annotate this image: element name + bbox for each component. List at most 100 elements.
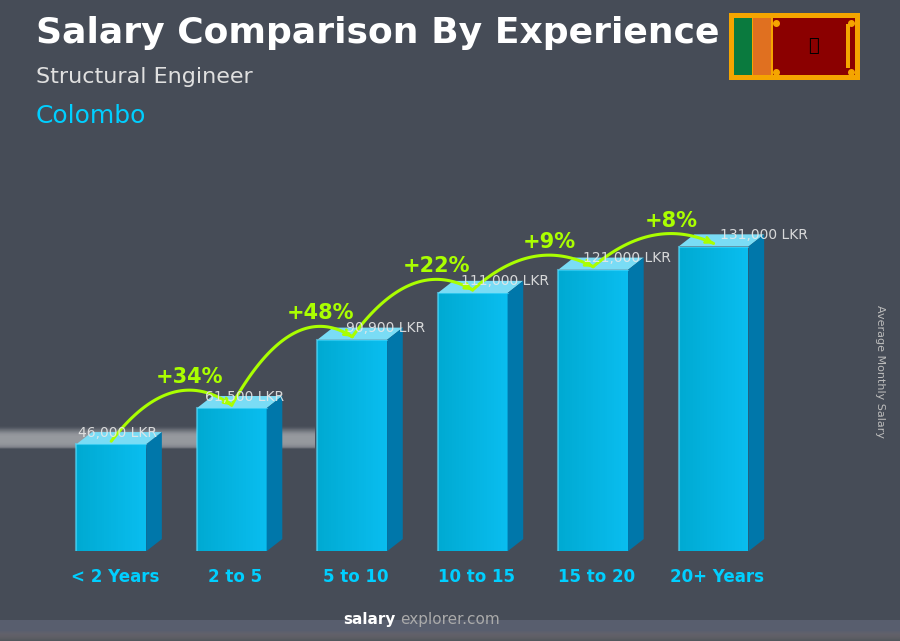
Polygon shape bbox=[334, 340, 336, 551]
Bar bbox=[0, 628, 900, 638]
Polygon shape bbox=[336, 340, 338, 551]
Polygon shape bbox=[686, 247, 688, 551]
Polygon shape bbox=[197, 408, 199, 551]
Bar bbox=[0, 622, 900, 633]
Text: explorer.com: explorer.com bbox=[400, 612, 500, 627]
Polygon shape bbox=[352, 340, 355, 551]
Polygon shape bbox=[493, 293, 496, 551]
Polygon shape bbox=[121, 444, 123, 551]
Bar bbox=[0, 431, 315, 444]
Polygon shape bbox=[730, 247, 733, 551]
Polygon shape bbox=[581, 270, 584, 551]
Polygon shape bbox=[584, 270, 586, 551]
Polygon shape bbox=[220, 408, 222, 551]
Bar bbox=[0, 428, 315, 441]
Bar bbox=[0, 626, 900, 636]
Polygon shape bbox=[97, 444, 100, 551]
Bar bbox=[0, 435, 315, 448]
Bar bbox=[0, 625, 900, 635]
Polygon shape bbox=[227, 408, 230, 551]
Polygon shape bbox=[616, 270, 618, 551]
Polygon shape bbox=[743, 247, 746, 551]
Bar bbox=[0, 629, 900, 640]
Polygon shape bbox=[375, 340, 378, 551]
Polygon shape bbox=[698, 247, 699, 551]
Polygon shape bbox=[449, 293, 452, 551]
Polygon shape bbox=[328, 340, 331, 551]
Bar bbox=[0, 624, 900, 635]
Polygon shape bbox=[683, 247, 686, 551]
Bar bbox=[0, 624, 900, 635]
Bar bbox=[0, 621, 900, 631]
Polygon shape bbox=[225, 408, 227, 551]
Text: +22%: +22% bbox=[402, 256, 470, 276]
Polygon shape bbox=[203, 408, 206, 551]
Polygon shape bbox=[704, 247, 707, 551]
Polygon shape bbox=[116, 444, 118, 551]
Text: +48%: +48% bbox=[287, 303, 355, 323]
Bar bbox=[0, 435, 315, 447]
Polygon shape bbox=[320, 340, 322, 551]
Bar bbox=[0, 630, 900, 641]
Bar bbox=[0, 620, 900, 631]
Polygon shape bbox=[202, 408, 203, 551]
Polygon shape bbox=[568, 270, 570, 551]
Bar bbox=[0, 431, 315, 444]
Polygon shape bbox=[238, 408, 241, 551]
Polygon shape bbox=[443, 293, 445, 551]
Bar bbox=[0, 623, 900, 634]
Bar bbox=[0, 626, 900, 637]
Polygon shape bbox=[609, 270, 612, 551]
Polygon shape bbox=[231, 408, 234, 551]
Bar bbox=[0, 625, 900, 636]
Polygon shape bbox=[387, 328, 403, 551]
Bar bbox=[0, 620, 900, 631]
Polygon shape bbox=[734, 247, 737, 551]
Polygon shape bbox=[716, 247, 718, 551]
Polygon shape bbox=[255, 408, 257, 551]
Bar bbox=[0, 429, 315, 442]
Bar bbox=[0, 628, 900, 638]
Bar bbox=[0, 626, 900, 636]
Polygon shape bbox=[693, 247, 695, 551]
Polygon shape bbox=[257, 408, 260, 551]
Bar bbox=[0, 625, 900, 636]
Polygon shape bbox=[86, 444, 88, 551]
Bar bbox=[0, 433, 315, 446]
Polygon shape bbox=[586, 270, 589, 551]
Bar bbox=[0, 627, 900, 637]
Polygon shape bbox=[123, 444, 125, 551]
Polygon shape bbox=[577, 270, 579, 551]
Polygon shape bbox=[102, 444, 104, 551]
Polygon shape bbox=[81, 444, 84, 551]
Polygon shape bbox=[385, 340, 387, 551]
Polygon shape bbox=[366, 340, 368, 551]
Polygon shape bbox=[88, 444, 90, 551]
Polygon shape bbox=[461, 293, 464, 551]
Bar bbox=[0, 620, 900, 631]
Polygon shape bbox=[452, 293, 454, 551]
Bar bbox=[0, 622, 900, 633]
Polygon shape bbox=[454, 293, 456, 551]
Polygon shape bbox=[482, 293, 484, 551]
Polygon shape bbox=[477, 293, 480, 551]
Polygon shape bbox=[570, 270, 572, 551]
Bar bbox=[0, 431, 315, 444]
Text: Average Monthly Salary: Average Monthly Salary bbox=[875, 305, 885, 438]
Polygon shape bbox=[447, 293, 449, 551]
Bar bbox=[0, 629, 900, 640]
Polygon shape bbox=[355, 340, 356, 551]
Polygon shape bbox=[100, 444, 102, 551]
Polygon shape bbox=[343, 340, 346, 551]
Polygon shape bbox=[215, 408, 218, 551]
Polygon shape bbox=[260, 408, 262, 551]
Bar bbox=[0, 434, 315, 447]
Polygon shape bbox=[118, 444, 121, 551]
Polygon shape bbox=[596, 270, 598, 551]
Bar bbox=[0, 628, 900, 639]
Polygon shape bbox=[371, 340, 373, 551]
Polygon shape bbox=[496, 293, 499, 551]
Bar bbox=[0, 428, 315, 440]
Polygon shape bbox=[721, 247, 723, 551]
Polygon shape bbox=[723, 247, 725, 551]
